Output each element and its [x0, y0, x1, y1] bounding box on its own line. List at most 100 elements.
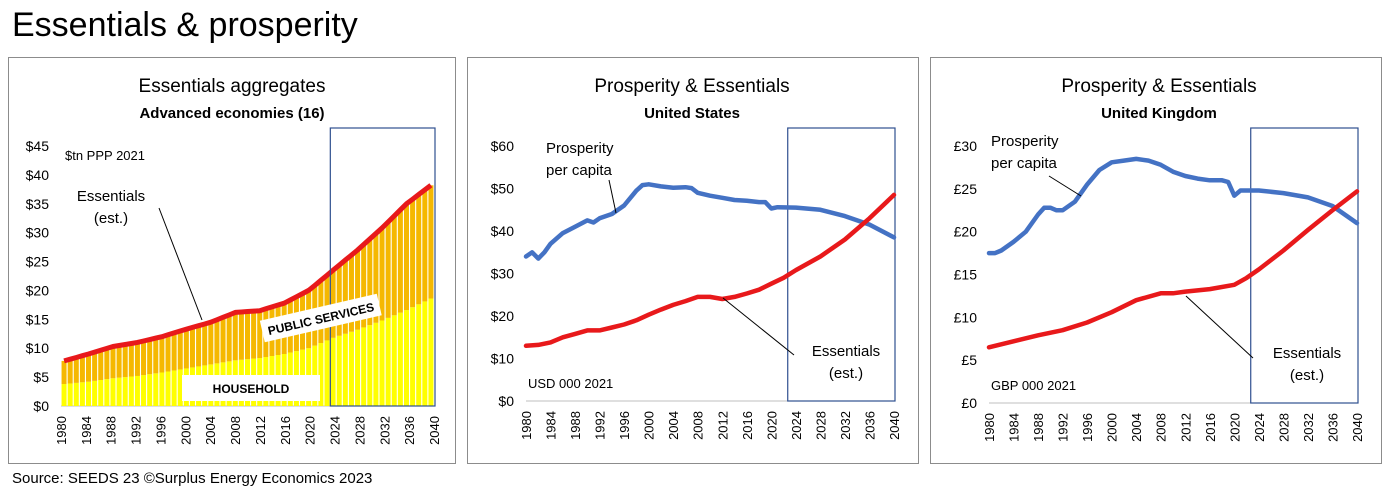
household-bar	[153, 373, 159, 406]
public-services-bar	[141, 341, 147, 376]
household-bar	[122, 377, 128, 406]
x-tick-label: 2012	[715, 411, 730, 440]
prosperity-label-percap: per capita	[991, 155, 1058, 172]
household-bar	[177, 369, 183, 406]
x-tick-label: 1980	[54, 416, 69, 445]
public-services-bar	[104, 348, 110, 380]
public-services-bar	[116, 345, 122, 378]
public-services-bar	[361, 244, 367, 328]
public-services-bar	[147, 339, 153, 375]
x-tick-label: 2024	[1252, 413, 1267, 442]
public-services-bar	[171, 332, 177, 371]
public-services-bar	[79, 355, 85, 383]
unit-note: GBP 000 2021	[991, 378, 1076, 393]
public-services-bar	[232, 312, 238, 361]
y-tick-label: £25	[954, 181, 978, 197]
public-services-bar	[134, 342, 140, 376]
household-bar	[128, 376, 134, 406]
prosperity-leader-line	[1048, 175, 1082, 197]
public-services-bar	[342, 260, 348, 334]
prosperity-line	[523, 182, 897, 261]
x-tick-label: 2040	[887, 411, 902, 440]
public-services-bar	[397, 209, 403, 313]
essentials-leader-line	[158, 207, 203, 321]
household-bar	[86, 381, 92, 406]
public-services-bar	[403, 203, 409, 311]
household-bar	[410, 307, 416, 406]
x-tick-label: 2024	[328, 416, 343, 445]
household-label-box	[182, 375, 320, 401]
x-tick-label: 2016	[740, 411, 755, 440]
household-bar	[67, 383, 73, 406]
household-bar	[104, 379, 110, 406]
public-services-bar	[257, 310, 263, 359]
public-services-bar	[416, 194, 422, 305]
public-services-label-box	[259, 293, 382, 343]
household-bar	[98, 380, 104, 406]
y-tick-label: $40	[491, 223, 515, 239]
x-tick-label: 2016	[1203, 413, 1218, 442]
public-services-bar	[183, 329, 189, 369]
household-bar	[141, 375, 147, 406]
x-tick-label: 2040	[1350, 413, 1365, 442]
x-tick-label: 2036	[402, 416, 417, 445]
essentials-label: Essentials	[812, 343, 880, 360]
household-bar	[379, 320, 385, 406]
unit-note: $tn PPP 2021	[65, 148, 145, 163]
public-services-bar	[379, 228, 385, 321]
chart-subtitle: Advanced economies (16)	[139, 105, 324, 122]
public-services-bar	[208, 322, 214, 365]
forecast-box	[329, 127, 436, 407]
household-bar	[355, 329, 361, 406]
public-services-bar	[165, 334, 171, 372]
x-tick-label: 1996	[153, 416, 168, 445]
x-tick-label: 2028	[352, 416, 367, 445]
forecast-box	[787, 127, 896, 402]
y-tick-label: £5	[961, 352, 977, 368]
x-tick-label: 2012	[253, 416, 268, 445]
household-bar	[373, 322, 379, 406]
chart-united-kingdom: Prosperity & Essentials United Kingdom £0 £…	[954, 76, 1365, 442]
prosperity-label: Prosperity	[546, 140, 614, 157]
household-bar	[367, 325, 373, 406]
y-tick-label: £10	[954, 309, 978, 325]
x-tick-label: 2032	[838, 411, 853, 440]
household-label: HOUSEHOLD	[213, 382, 290, 396]
x-tick-label: 2012	[1178, 413, 1193, 442]
household-bar	[159, 372, 165, 406]
x-tick-label: 2000	[178, 416, 193, 445]
x-tick-label: 2000	[642, 411, 657, 440]
public-services-bar	[73, 357, 79, 383]
x-tick-label: 1980	[519, 411, 534, 440]
public-services-bar	[214, 319, 220, 364]
chart-subtitle: United Kingdom	[1101, 105, 1217, 122]
forecast-box	[1250, 127, 1359, 404]
household-bar	[336, 335, 342, 406]
essentials-line	[986, 189, 1360, 350]
x-tick-label: 2000	[1105, 413, 1120, 442]
source-note: Source: SEEDS 23 ©Surplus Energy Economi…	[12, 470, 373, 487]
x-tick-label: 1992	[129, 416, 144, 445]
prosperity-line	[986, 156, 1360, 256]
public-services-bar	[122, 344, 128, 378]
x-tick-label: 2004	[1129, 413, 1144, 442]
chart-panel-advanced-economies: Essentials aggregates Advanced economies …	[8, 57, 456, 464]
x-tick-label: 1992	[1056, 413, 1071, 442]
household-bar	[116, 377, 122, 406]
x-tick-label: 1988	[1031, 413, 1046, 442]
y-tick-label: $0	[33, 398, 49, 414]
y-tick-label: £0	[961, 395, 977, 411]
x-tick-label: 2024	[789, 411, 804, 440]
public-services-bar	[385, 221, 391, 318]
x-tick-label: 2004	[666, 411, 681, 440]
x-tick-label: 2020	[303, 416, 318, 445]
chart-subtitle: United States	[644, 105, 740, 122]
slide-title: Essentials & prosperity	[12, 6, 358, 44]
public-services-bar	[220, 317, 226, 363]
x-tick-label: 2016	[278, 416, 293, 445]
essentials-leader-line	[1185, 295, 1254, 359]
x-tick-label: 2020	[764, 411, 779, 440]
essentials-leader-line	[722, 297, 795, 356]
x-tick-label: 1996	[617, 411, 632, 440]
household-bar	[385, 317, 391, 406]
